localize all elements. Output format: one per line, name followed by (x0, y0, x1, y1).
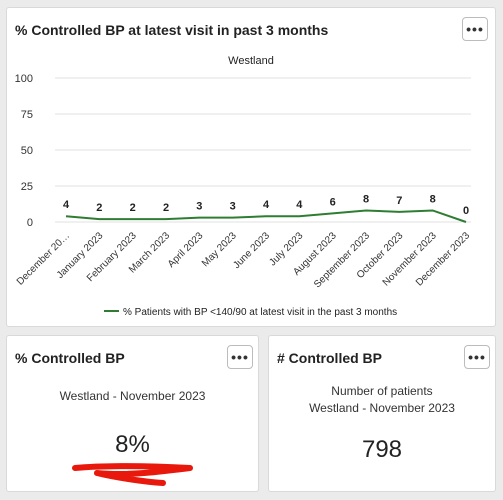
more-icon: ••• (468, 349, 486, 365)
data-label: 6 (330, 196, 336, 208)
trend-card-more-button[interactable]: ••• (462, 17, 488, 41)
data-label: 3 (196, 201, 202, 213)
data-label: 4 (263, 199, 270, 211)
data-label: 8 (430, 193, 436, 205)
x-tick-label: April 2023 (166, 230, 206, 270)
legend-label: % Patients with BP <140/90 at latest vis… (123, 307, 397, 318)
x-tick-label: June 2023 (231, 230, 272, 271)
trend-card: % Controlled BP at latest visit in past … (6, 7, 496, 327)
data-label: 2 (96, 202, 102, 214)
data-label: 4 (63, 199, 70, 211)
data-label: 0 (463, 205, 469, 217)
count-card-subtitle-1: Number of patients (331, 384, 433, 398)
more-icon: ••• (231, 349, 249, 365)
controlled-bp-subtitle: Westland - November 2023 (59, 389, 206, 403)
series-line (65, 209, 467, 223)
controlled-bp-more-button[interactable]: ••• (227, 345, 253, 369)
count-card-title: # Controlled BP (277, 350, 383, 366)
more-icon: ••• (466, 21, 484, 37)
y-tick-label: 50 (21, 145, 33, 157)
data-label: 4 (296, 199, 303, 211)
data-label: 2 (130, 202, 136, 214)
trend-card-title: % Controlled BP at latest visit in past … (15, 22, 329, 38)
count-card-value: 798 (361, 436, 403, 463)
chart-title: Westland (228, 55, 274, 67)
controlled-bp-title: % Controlled BP (15, 350, 125, 366)
controlled-bp-value: 8% (115, 431, 150, 458)
controlled-bp-card: % Controlled BP ••• Westland - November … (6, 335, 259, 492)
data-label: 3 (230, 201, 236, 213)
red-scribble-mark (72, 463, 193, 486)
y-tick-label: 100 (15, 73, 33, 85)
count-card-subtitle-2: Westland - November 2023 (309, 401, 455, 415)
controlled-bp-count-card: # Controlled BP ••• Number of patients W… (268, 335, 496, 492)
data-label: 2 (163, 202, 169, 214)
y-tick-label: 75 (21, 109, 33, 121)
count-card-more-button[interactable]: ••• (464, 345, 490, 369)
y-tick-label: 0 (27, 217, 33, 229)
y-tick-label: 25 (21, 181, 33, 193)
data-label: 8 (363, 193, 369, 205)
data-label: 7 (396, 195, 402, 207)
